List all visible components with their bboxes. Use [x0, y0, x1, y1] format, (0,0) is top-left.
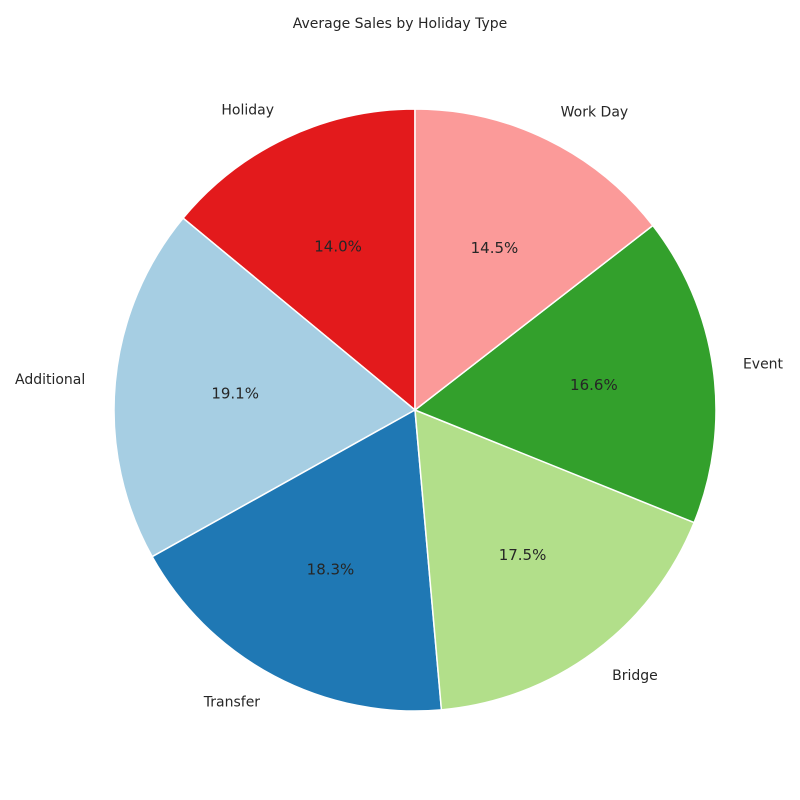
- slice-percent-holiday: 14.0%: [314, 238, 362, 256]
- slice-percent-work-day: 14.5%: [471, 239, 519, 257]
- pie-slice-holiday: [182, 108, 416, 412]
- slice-percent-event: 16.6%: [570, 376, 618, 394]
- slice-label-additional: Additional: [15, 372, 85, 388]
- slice-label-bridge: Bridge: [612, 668, 658, 684]
- chart-title: Average Sales by Holiday Type: [292, 16, 508, 32]
- slice-percent-additional: 19.1%: [211, 385, 259, 403]
- slice-percent-bridge: 17.5%: [499, 546, 547, 564]
- pie-slice-bridge: [414, 408, 696, 711]
- slice-label-event: Event: [743, 356, 784, 372]
- slice-label-work-day: Work Day: [561, 105, 629, 121]
- pie-slice-work-day: [414, 108, 654, 412]
- pie-slice-transfer: [151, 408, 443, 712]
- slice-label-holiday: Holiday: [221, 102, 274, 118]
- pie-slice-event: [413, 224, 717, 524]
- pie-slice-additional: [113, 217, 417, 558]
- slice-label-transfer: Transfer: [203, 695, 261, 711]
- slice-percent-transfer: 18.3%: [307, 561, 355, 579]
